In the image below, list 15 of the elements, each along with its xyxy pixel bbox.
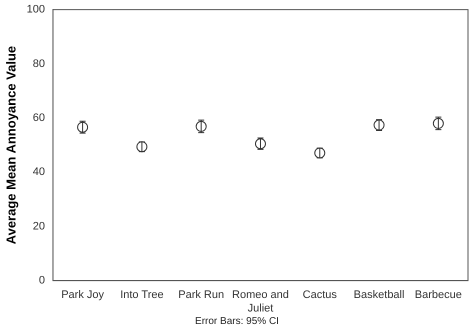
x-tick-label: Barbecue — [414, 289, 462, 302]
x-tick-label: Park Run — [178, 289, 224, 302]
y-tick-label: 0 — [38, 274, 45, 287]
y-tick-label: 60 — [32, 112, 45, 124]
y-tick-label: 100 — [26, 4, 45, 16]
y-tick-label: 20 — [32, 220, 45, 232]
y-tick-label: 80 — [32, 58, 45, 70]
x-tick-label: Basketball — [354, 289, 404, 302]
x-tick-label: Into Tree — [120, 289, 164, 302]
x-tick-label: Park Joy — [61, 289, 104, 302]
text: Error Bars: 95% CI — [194, 316, 280, 327]
x-tick-label: Cactus — [302, 289, 338, 302]
y-axis-title: Average Mean Annoyance Value — [3, 46, 18, 244]
y-tick-label: 40 — [32, 166, 45, 178]
x-tick-label: Romeo and Juliet — [232, 289, 289, 314]
